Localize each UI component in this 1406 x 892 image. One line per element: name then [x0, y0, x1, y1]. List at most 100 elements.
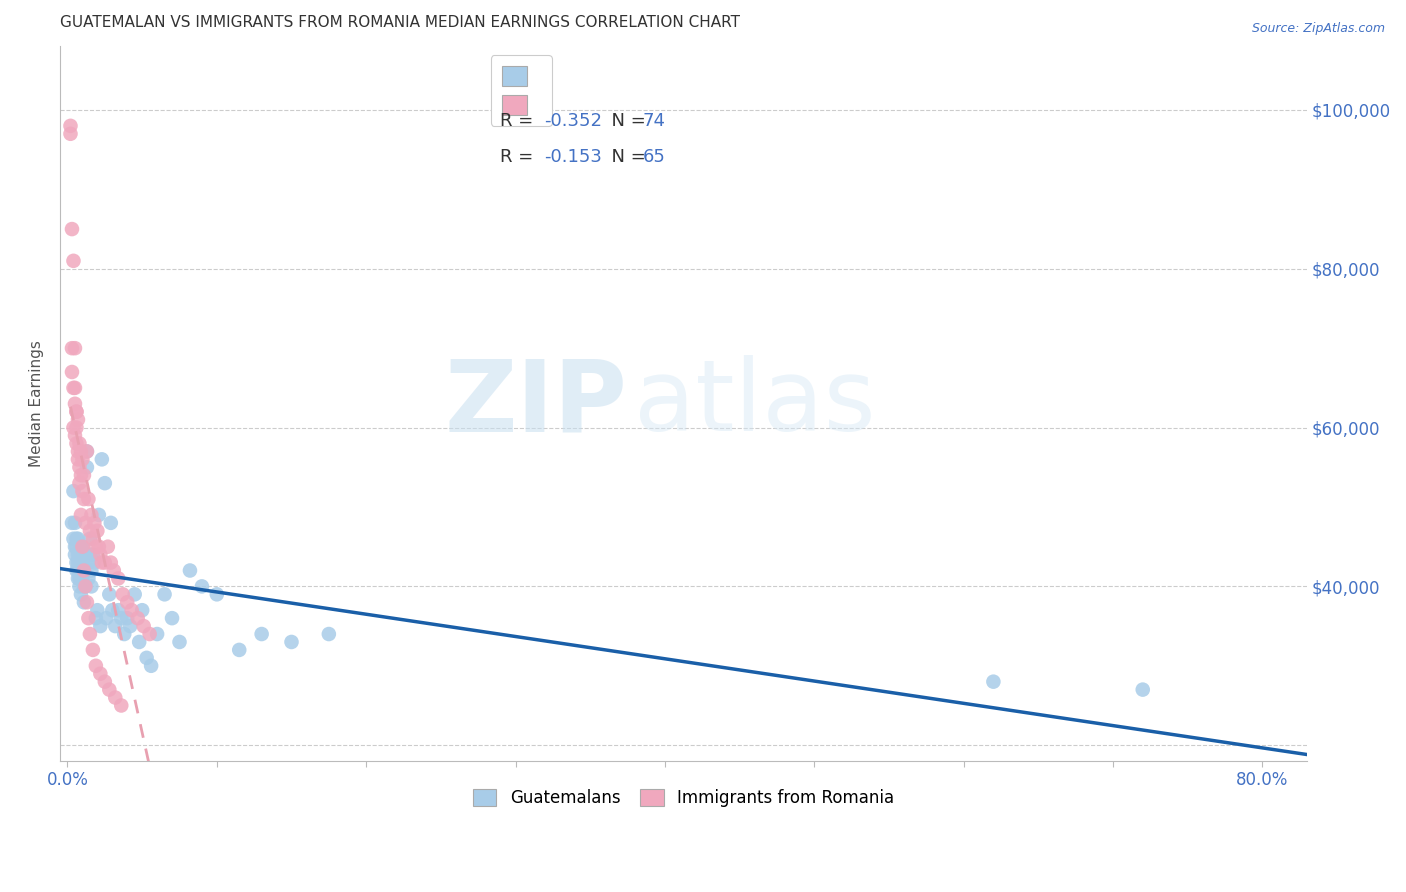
Point	[62, 484, 84, 499]
Point	[65, 556, 87, 570]
Point	[191, 579, 214, 593]
Point	[75, 516, 97, 530]
Point	[60, 365, 83, 379]
Point	[90, 452, 112, 467]
Point	[80, 579, 103, 593]
Point	[84, 611, 107, 625]
Point	[107, 571, 129, 585]
Text: Source: ZipAtlas.com: Source: ZipAtlas.com	[1251, 22, 1385, 36]
Point	[1132, 682, 1154, 697]
Point	[100, 516, 122, 530]
Point	[65, 420, 87, 434]
Point	[62, 420, 84, 434]
Point	[72, 556, 94, 570]
Text: N =: N =	[600, 148, 651, 166]
Point	[59, 127, 82, 141]
Text: 65: 65	[643, 148, 665, 166]
Point	[66, 571, 89, 585]
Point	[60, 341, 83, 355]
Point	[146, 627, 169, 641]
Point	[72, 571, 94, 585]
Point	[75, 579, 97, 593]
Text: -0.352: -0.352	[544, 112, 602, 130]
Text: ZIP: ZIP	[444, 355, 627, 452]
Point	[104, 619, 127, 633]
Point	[121, 603, 143, 617]
Point	[983, 674, 1005, 689]
Point	[228, 643, 250, 657]
Point	[131, 603, 153, 617]
Point	[63, 341, 86, 355]
Point	[65, 564, 87, 578]
Point	[63, 516, 86, 530]
Point	[98, 587, 121, 601]
Point	[70, 540, 93, 554]
Y-axis label: Median Earnings: Median Earnings	[30, 341, 44, 467]
Point	[96, 611, 118, 625]
Text: 74: 74	[643, 112, 665, 130]
Point	[77, 491, 100, 506]
Point	[73, 491, 96, 506]
Point	[66, 564, 89, 578]
Point	[65, 405, 87, 419]
Point	[63, 381, 86, 395]
Point	[63, 397, 86, 411]
Point	[65, 405, 87, 419]
Point	[86, 603, 108, 617]
Point	[89, 619, 111, 633]
Point	[111, 587, 134, 601]
Point	[79, 524, 101, 538]
Point	[69, 436, 91, 450]
Point	[169, 635, 191, 649]
Point	[80, 564, 103, 578]
Point	[86, 524, 108, 538]
Point	[318, 627, 340, 641]
Text: R =: R =	[501, 112, 540, 130]
Point	[73, 579, 96, 593]
Point	[73, 564, 96, 578]
Point	[76, 595, 98, 609]
Point	[66, 452, 89, 467]
Point	[115, 611, 138, 625]
Point	[76, 460, 98, 475]
Point	[73, 468, 96, 483]
Point	[62, 381, 84, 395]
Point	[65, 540, 87, 554]
Point	[103, 564, 125, 578]
Point	[70, 508, 93, 522]
Point	[66, 412, 89, 426]
Point	[60, 516, 83, 530]
Point	[62, 253, 84, 268]
Point	[75, 579, 97, 593]
Point	[110, 611, 132, 625]
Text: N =: N =	[600, 112, 651, 130]
Point	[97, 540, 120, 554]
Point	[70, 587, 93, 601]
Point	[98, 682, 121, 697]
Point	[72, 452, 94, 467]
Point	[89, 666, 111, 681]
Point	[79, 532, 101, 546]
Point	[138, 627, 160, 641]
Point	[59, 119, 82, 133]
Point	[104, 690, 127, 705]
Point	[65, 436, 87, 450]
Point	[90, 556, 112, 570]
Point	[82, 643, 104, 657]
Point	[72, 484, 94, 499]
Point	[87, 540, 110, 554]
Point	[66, 532, 89, 546]
Point	[66, 444, 89, 458]
Point	[80, 508, 103, 522]
Point	[128, 635, 150, 649]
Point	[82, 532, 104, 546]
Point	[120, 619, 142, 633]
Point	[83, 516, 105, 530]
Point	[160, 611, 183, 625]
Point	[100, 556, 122, 570]
Point	[115, 595, 138, 609]
Point	[73, 564, 96, 578]
Point	[280, 635, 302, 649]
Point	[101, 603, 124, 617]
Text: R =: R =	[501, 148, 540, 166]
